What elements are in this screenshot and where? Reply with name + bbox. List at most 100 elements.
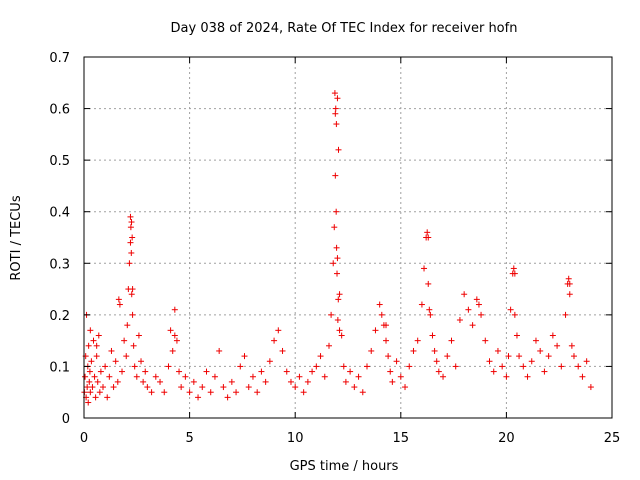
y-tick-label: 0.1 (49, 360, 70, 375)
data-point (425, 234, 432, 241)
data-point (444, 353, 451, 360)
data-point (207, 389, 214, 396)
x-tick-labels: 0 5 10 15 20 25 (80, 431, 620, 446)
data-point (333, 244, 340, 251)
data-point (100, 384, 107, 391)
data-point (331, 90, 338, 97)
data-point (335, 146, 342, 153)
data-point (108, 347, 115, 354)
x-tick-label: 20 (498, 431, 515, 446)
data-point (88, 358, 95, 365)
data-point (338, 332, 345, 339)
data-point (130, 342, 137, 349)
data-point (335, 296, 342, 303)
data-point (93, 353, 100, 360)
data-point (554, 342, 561, 349)
data-point (317, 353, 324, 360)
data-point (82, 373, 89, 380)
data-point (199, 384, 206, 391)
data-point (176, 368, 183, 375)
data-point (336, 291, 343, 298)
data-point (157, 378, 164, 385)
data-point (129, 286, 136, 293)
data-point (426, 306, 433, 313)
data-point (279, 347, 286, 354)
y-tick-label: 0.4 (49, 206, 70, 221)
y-tick-label: 0 (62, 412, 70, 427)
data-point (325, 342, 332, 349)
data-point (85, 342, 92, 349)
data-point (351, 384, 358, 391)
data-point (89, 384, 96, 391)
data-point (383, 322, 390, 329)
data-point (300, 389, 307, 396)
data-point (173, 337, 180, 344)
data-point (410, 347, 417, 354)
data-point (142, 368, 149, 375)
data-point (93, 342, 100, 349)
data-point (359, 389, 366, 396)
data-point (402, 384, 409, 391)
y-tick-labels: 0 0.1 0.2 0.3 0.4 0.5 0.6 0.7 (49, 51, 70, 427)
data-point (152, 373, 159, 380)
data-point (383, 337, 390, 344)
data-point (549, 332, 556, 339)
data-point (85, 399, 92, 406)
data-point (203, 368, 210, 375)
data-point (128, 291, 135, 298)
data-point (537, 347, 544, 354)
data-point (328, 311, 335, 318)
data-point (123, 353, 130, 360)
data-point (245, 384, 252, 391)
data-point (475, 301, 482, 308)
data-point (435, 368, 442, 375)
data-point (528, 358, 535, 365)
y-tick-label: 0.7 (49, 51, 70, 66)
y-tick-label: 0.3 (49, 257, 70, 272)
data-point (505, 353, 512, 360)
data-point (171, 306, 178, 313)
data-point (84, 384, 91, 391)
data-point (86, 378, 93, 385)
x-tick-label: 25 (604, 431, 621, 446)
data-points (81, 90, 594, 406)
data-point (165, 363, 172, 370)
data-point (332, 110, 339, 117)
data-point (119, 368, 126, 375)
data-point (283, 368, 290, 375)
data-point (114, 378, 121, 385)
data-point (304, 378, 311, 385)
data-point (148, 389, 155, 396)
y-tick-label: 0.6 (49, 103, 70, 118)
data-point (121, 337, 128, 344)
data-point (511, 311, 518, 318)
data-point (249, 373, 256, 380)
data-point (368, 347, 375, 354)
data-point (86, 368, 93, 375)
data-point (510, 265, 517, 272)
data-point (336, 327, 343, 334)
data-point (424, 229, 431, 236)
data-point (262, 378, 269, 385)
data-point (414, 337, 421, 344)
data-point (127, 213, 134, 220)
data-point (287, 378, 294, 385)
data-point (372, 327, 379, 334)
data-point (331, 224, 338, 231)
data-point (220, 384, 227, 391)
data-point (313, 363, 320, 370)
data-point (448, 337, 455, 344)
x-tick-label: 5 (185, 431, 193, 446)
data-point (228, 378, 235, 385)
data-point (102, 363, 109, 370)
data-point (94, 378, 101, 385)
data-point (129, 234, 136, 241)
data-point (127, 224, 134, 231)
data-point (131, 363, 138, 370)
data-point (499, 363, 506, 370)
data-point (258, 368, 265, 375)
data-point (570, 353, 577, 360)
data-point (332, 172, 339, 179)
data-point (421, 265, 428, 272)
data-point (406, 363, 413, 370)
